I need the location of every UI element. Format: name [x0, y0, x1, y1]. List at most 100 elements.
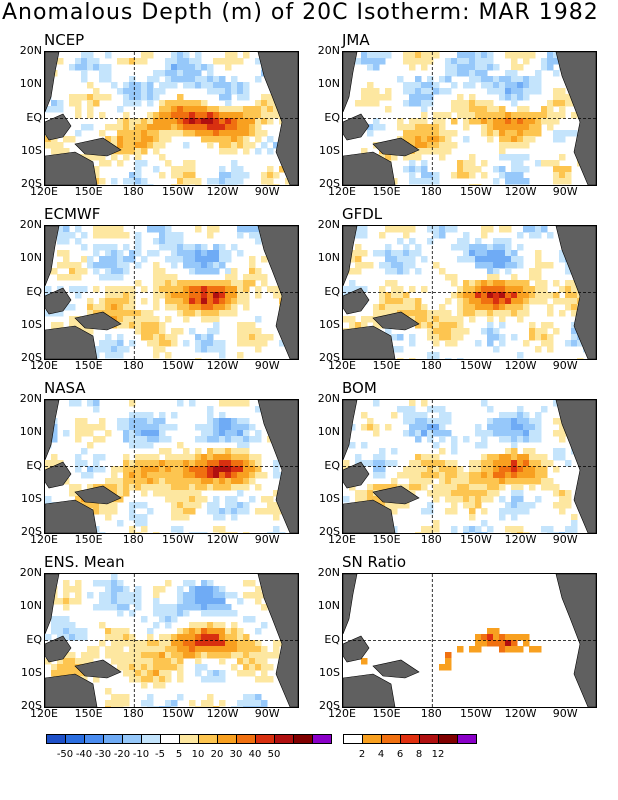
shade-cell: [415, 424, 422, 431]
shade-cell: [195, 478, 202, 485]
shade-cell: [421, 148, 428, 155]
shade-cell: [511, 502, 518, 509]
shade-cell: [463, 298, 470, 305]
shade-cell: [147, 118, 154, 125]
shade-cell: [177, 58, 184, 65]
colorbar-tick-label: 20: [210, 749, 224, 760]
shade-cell: [207, 586, 214, 593]
shade-cell: [493, 82, 500, 89]
shade-cell: [505, 502, 512, 509]
shade-cell: [475, 298, 482, 305]
shade-cell: [499, 244, 506, 251]
shade-cell: [415, 130, 422, 137]
shade-cell: [385, 268, 392, 275]
shade-cell: [237, 478, 244, 485]
shade-cell: [409, 286, 416, 293]
shade-cell: [117, 298, 124, 305]
shade-cell: [189, 178, 196, 185]
shade-cell: [373, 400, 380, 407]
shade-cell: [529, 436, 536, 443]
shade-cell: [481, 472, 488, 479]
shade-cell: [147, 184, 154, 185]
shade-cell: [433, 226, 440, 233]
americas-land: [257, 400, 298, 533]
shade-cell: [165, 292, 172, 299]
shade-cell: [349, 250, 356, 257]
shade-cell: [177, 514, 184, 521]
colorbar-swatch: [381, 734, 401, 744]
shade-cell: [487, 304, 494, 311]
shade-cell: [201, 460, 208, 467]
shade-cell: [213, 460, 220, 467]
asia-land: [45, 400, 60, 461]
shade-cell: [463, 136, 470, 143]
shade-cell: [451, 328, 458, 335]
shade-cell: [427, 358, 434, 359]
shade-cell: [505, 94, 512, 101]
shade-cell: [553, 484, 560, 491]
lon-tick-label: 120E: [328, 359, 356, 372]
shade-cell: [123, 82, 130, 89]
shade-cell: [421, 88, 428, 95]
shade-cell: [207, 430, 214, 437]
shade-cell: [81, 658, 88, 665]
shade-cell: [147, 700, 154, 707]
shade-cell: [159, 634, 166, 641]
shade-cell: [517, 496, 524, 503]
shade-cell: [183, 604, 190, 611]
shade-cell: [261, 130, 268, 137]
shade-cell: [343, 496, 350, 503]
shade-cell: [457, 484, 464, 491]
shade-cell: [213, 424, 220, 431]
shade-cell: [553, 166, 560, 173]
lat-tick-label: 20N: [19, 218, 42, 231]
shade-cell: [177, 124, 184, 131]
asia-land: [45, 52, 60, 113]
shade-cell: [523, 286, 530, 293]
colorbar-tick-label: 10: [191, 749, 205, 760]
shade-cell: [243, 328, 250, 335]
shade-cell: [391, 154, 398, 161]
shade-cell: [117, 256, 124, 263]
shade-cell: [201, 706, 208, 707]
shade-cell: [105, 226, 112, 233]
lon-tick-label: 150E: [372, 359, 401, 372]
lat-tick-label: 20N: [19, 566, 42, 579]
shade-cell: [511, 154, 518, 161]
shade-cell: [177, 64, 184, 71]
shade-cell: [51, 148, 58, 155]
shade-cell: [529, 328, 536, 335]
colorbar-swatch: [312, 734, 332, 744]
shade-cell: [159, 610, 166, 617]
shade-cell: [421, 400, 428, 407]
shade-cell: [433, 526, 440, 533]
shade-cell: [505, 70, 512, 77]
shade-cell: [463, 172, 470, 179]
shade-cell: [261, 112, 268, 119]
shade-cell: [147, 460, 154, 467]
shade-cell: [93, 304, 100, 311]
shade-cell: [195, 256, 202, 263]
shade-cell: [499, 292, 506, 299]
shade-cell: [189, 118, 196, 125]
shade-cell: [183, 340, 190, 347]
shade-cell: [201, 118, 208, 125]
shade-cell: [559, 154, 566, 161]
shade-cell: [219, 352, 226, 359]
shade-cell: [183, 58, 190, 65]
shade-cell: [409, 430, 416, 437]
shade-cell: [225, 418, 232, 425]
shade-cell: [493, 118, 500, 125]
shade-cell: [219, 250, 226, 257]
shade-cell: [427, 58, 434, 65]
shade-cell: [493, 478, 500, 485]
shade-cell: [207, 286, 214, 293]
shade-cell: [553, 112, 560, 119]
shade-cell: [57, 322, 64, 329]
shade-cell: [255, 646, 262, 653]
shade-cell: [403, 100, 410, 107]
shade-cell: [457, 298, 464, 305]
shade-cell: [243, 442, 250, 449]
shade-cell: [553, 136, 560, 143]
shade-cell: [261, 256, 268, 263]
